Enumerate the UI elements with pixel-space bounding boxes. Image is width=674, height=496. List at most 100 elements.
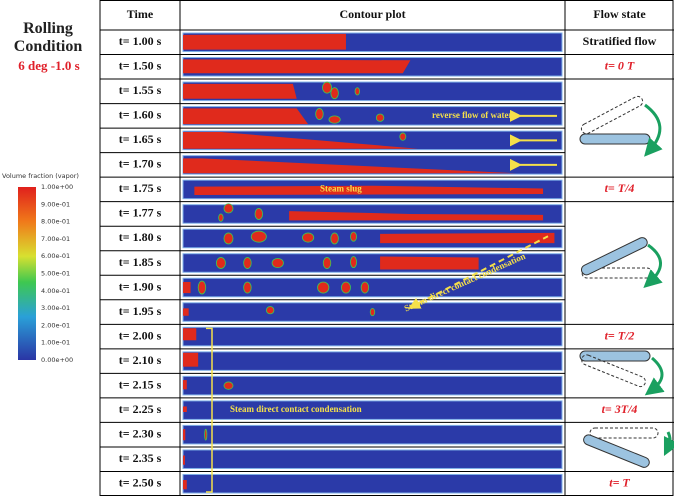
time-label: t= 2.10 s bbox=[119, 353, 162, 367]
time-label: t= 2.00 s bbox=[119, 328, 162, 342]
vapor-region bbox=[183, 108, 309, 125]
vapor-region bbox=[183, 33, 346, 50]
time-label: t= 1.60 s bbox=[119, 108, 162, 122]
vapor-blob bbox=[218, 213, 224, 222]
annotation: reverse flow of water bbox=[432, 110, 513, 120]
time-label: t= 1.50 s bbox=[119, 59, 162, 73]
vapor-region bbox=[183, 455, 185, 465]
vapor-region bbox=[194, 185, 544, 195]
annotation-arrow bbox=[408, 235, 549, 309]
flow-state: t= T bbox=[609, 475, 630, 489]
vapor-blob bbox=[204, 428, 208, 441]
time-label: t= 1.65 s bbox=[119, 132, 162, 146]
colorbar-tick: 4.00e-01 bbox=[41, 287, 70, 295]
vapor-blob bbox=[330, 232, 339, 245]
flow-state: Stratified flow bbox=[583, 34, 657, 48]
vapor-region bbox=[183, 328, 197, 341]
time-label: t= 1.95 s bbox=[119, 304, 162, 318]
vapor-region bbox=[183, 281, 191, 294]
vapor-blob bbox=[254, 207, 263, 220]
time-label: t= 1.75 s bbox=[119, 181, 162, 195]
annotation-bracket bbox=[206, 327, 213, 493]
column-header: Time bbox=[127, 7, 154, 21]
time-label: t= 1.90 s bbox=[119, 279, 162, 293]
vapor-blob bbox=[322, 81, 332, 94]
colorbar-tick: 2.00e-01 bbox=[41, 321, 70, 329]
vapor-blob bbox=[243, 281, 252, 294]
vapor-region bbox=[380, 256, 479, 270]
vapor-blob bbox=[271, 257, 284, 269]
vapor-blob bbox=[322, 257, 332, 269]
vapor-region bbox=[183, 352, 199, 367]
time-label: t= 2.25 s bbox=[119, 402, 162, 416]
flow-state: t= T/2 bbox=[605, 328, 635, 342]
colorbar-tick: 6.00e-01 bbox=[41, 252, 70, 260]
contour-plot bbox=[182, 326, 563, 347]
vapor-blob bbox=[341, 281, 351, 294]
flow-state: t= T/4 bbox=[605, 181, 635, 195]
time-label: t= 2.50 s bbox=[119, 475, 162, 489]
time-label: t= 1.85 s bbox=[119, 255, 162, 269]
vapor-region bbox=[380, 232, 555, 244]
colorbar bbox=[18, 187, 36, 360]
pipe-icons bbox=[579, 95, 674, 468]
time-label: t= 1.00 s bbox=[119, 34, 162, 48]
contour-plot bbox=[182, 424, 563, 445]
vapor-blob bbox=[250, 230, 267, 243]
column-header: Flow state bbox=[593, 7, 646, 21]
vapor-blob bbox=[317, 281, 330, 294]
vapor-blob bbox=[265, 306, 275, 315]
time-label: t= 1.55 s bbox=[119, 83, 162, 97]
time-label: t= 1.70 s bbox=[119, 157, 162, 171]
colorbar-tick: 0.00e+00 bbox=[41, 356, 73, 364]
vapor-region bbox=[183, 59, 411, 74]
colorbar-tick: 9.00e-01 bbox=[41, 200, 70, 208]
vapor-region bbox=[183, 380, 187, 390]
time-label: t= 2.15 s bbox=[119, 377, 162, 391]
colorbar-tick: 1.00e+00 bbox=[41, 183, 73, 191]
vapor-region bbox=[183, 132, 418, 149]
vapor-blob bbox=[330, 87, 339, 100]
vapor-region bbox=[289, 211, 544, 221]
vapor-blob bbox=[375, 113, 385, 122]
column-header: Contour plot bbox=[339, 7, 405, 21]
vapor-region bbox=[183, 83, 297, 99]
colorbar-tick: 1.00e-01 bbox=[41, 339, 70, 347]
vapor-region bbox=[183, 406, 187, 413]
annotation: Steam direct contact condensation bbox=[230, 404, 362, 414]
vapor-blob bbox=[315, 108, 324, 120]
vapor-blob bbox=[197, 280, 207, 295]
colorbar-label: Volume fraction (vapor) bbox=[2, 172, 79, 180]
vapor-blob bbox=[350, 256, 357, 269]
contour-plot bbox=[182, 449, 563, 469]
vapor-blob bbox=[328, 115, 341, 124]
colorbar-tick: 3.00e-01 bbox=[41, 304, 70, 312]
contour-plot bbox=[182, 375, 563, 396]
colorbar-tick: 5.00e-01 bbox=[41, 270, 70, 278]
vapor-region bbox=[183, 158, 517, 174]
vapor-region bbox=[183, 429, 186, 441]
vapor-blob bbox=[243, 257, 252, 269]
time-label: t= 1.77 s bbox=[119, 206, 162, 220]
vapor-blob bbox=[215, 257, 226, 269]
vapor-blob bbox=[350, 231, 357, 242]
vapor-region bbox=[183, 480, 187, 490]
time-label: t= 2.30 s bbox=[119, 426, 162, 440]
vapor-region bbox=[183, 308, 189, 316]
contour-plot bbox=[182, 473, 563, 494]
vapor-blob bbox=[301, 232, 315, 243]
vapor-blob bbox=[223, 232, 234, 245]
rotation-arrow bbox=[644, 103, 663, 157]
colorbar-tick: 8.00e-01 bbox=[41, 218, 70, 226]
vapor-blob bbox=[223, 381, 234, 390]
annotation: Steam slug bbox=[320, 183, 362, 193]
time-label: t= 1.80 s bbox=[119, 230, 162, 244]
vapor-blob bbox=[360, 281, 370, 294]
contour-plot bbox=[182, 277, 563, 298]
pipe bbox=[579, 133, 651, 145]
contour-plot bbox=[182, 351, 563, 371]
vapor-blob bbox=[399, 132, 407, 141]
condition-label: 6 deg -1.0 s bbox=[18, 58, 80, 73]
